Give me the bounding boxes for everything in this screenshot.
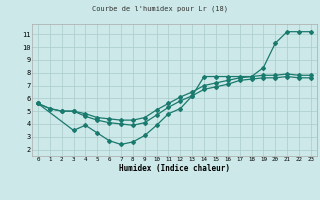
Text: Courbe de l'humidex pour Lr (18): Courbe de l'humidex pour Lr (18) <box>92 6 228 12</box>
X-axis label: Humidex (Indice chaleur): Humidex (Indice chaleur) <box>119 164 230 173</box>
